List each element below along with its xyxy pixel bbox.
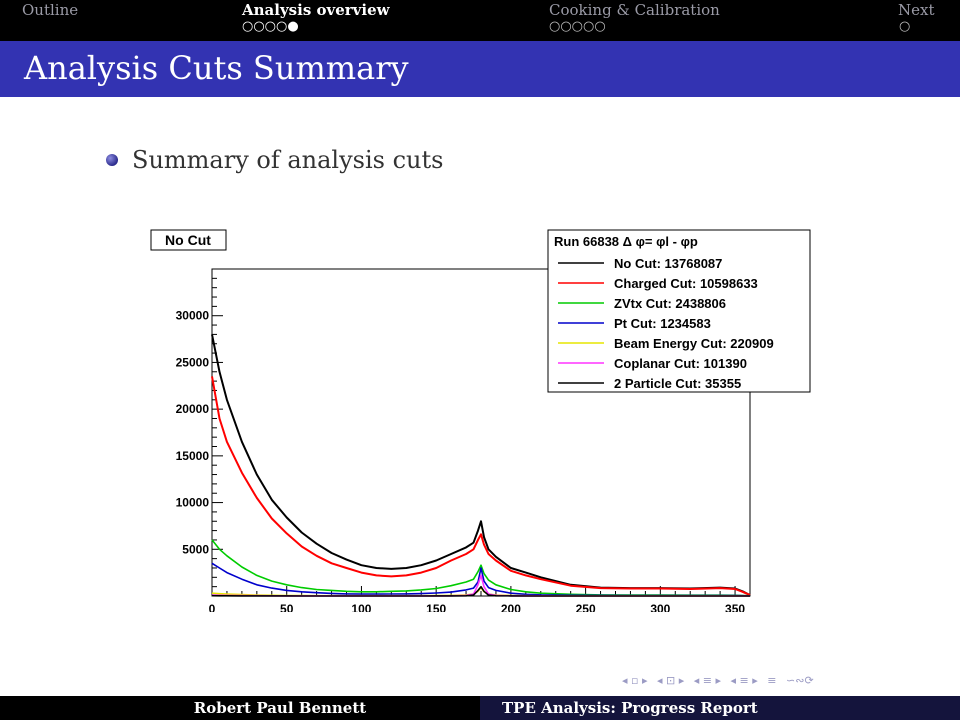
nav-slide-dots-analysis[interactable]: ○○○○● <box>242 19 299 34</box>
x-tick-label: 250 <box>576 602 596 612</box>
x-tick-label: 100 <box>351 602 371 612</box>
nav-slide-dots-next[interactable]: ○ <box>899 19 911 34</box>
x-tick-label: 50 <box>280 602 294 612</box>
nav-section-icon[interactable]: ◂ ≡ ▸ <box>693 674 722 687</box>
plot-title: No Cut <box>165 232 211 248</box>
x-tick-label: 200 <box>501 602 521 612</box>
legend-entry: Pt Cut: 1234583 <box>614 316 711 331</box>
x-tick-label: 0 <box>209 602 216 612</box>
y-tick-label: 25000 <box>176 355 210 369</box>
x-tick-label: 300 <box>650 602 670 612</box>
nav-subsection-icon[interactable]: ◂ ⊡ ▸ <box>657 674 685 687</box>
y-tick-label: 30000 <box>176 309 210 323</box>
legend-frame <box>547 229 811 393</box>
frame-title-bar: Analysis Cuts Summary <box>0 41 960 97</box>
y-tick-label: 20000 <box>176 402 210 416</box>
y-tick-label: 10000 <box>176 496 210 510</box>
nav-section-cooking-calibration[interactable]: Cooking & Calibration <box>549 1 720 19</box>
nav-slide-dots-cooking[interactable]: ○○○○○ <box>549 19 606 34</box>
beamer-navigation-symbols[interactable]: ◂ ▫ ▸ ◂ ⊡ ▸ ◂ ≡ ▸ ◂ ≡ ▸ ≡ ∽∾⟳ <box>622 674 820 687</box>
plot-title-box-frame <box>150 229 227 251</box>
series-line-1 <box>211 376 751 597</box>
nav-appendix-icon[interactable]: ≡ <box>767 674 777 687</box>
nav-section-analysis-overview[interactable]: Analysis overview <box>242 1 390 19</box>
nav-section-next[interactable]: Next <box>898 1 935 19</box>
legend-entry: Beam Energy Cut: 220909 <box>614 336 774 351</box>
nav-document-icon[interactable]: ◂ ≡ ▸ <box>730 674 758 687</box>
legend: Run 66838 Δ φ= φl - φp No Cut: 13768087 Ch… <box>547 229 811 393</box>
plot-title-box: No Cut <box>150 229 227 251</box>
bullet-icon <box>106 154 118 166</box>
nav-section-outline[interactable]: Outline <box>22 1 79 19</box>
footer-author: Robert Paul Bennett <box>193 699 367 717</box>
footer-title: TPE Analysis: Progress Report <box>480 696 960 720</box>
frame-title: Analysis Cuts Summary <box>24 49 409 87</box>
nav-frame-icon[interactable]: ◂ ▫ ▸ <box>622 674 648 687</box>
bullet-text: Summary of analysis cuts <box>132 146 444 174</box>
legend-entry: 2 Particle Cut: 35355 <box>614 376 741 391</box>
x-tick-label: 150 <box>426 602 446 612</box>
series-line-6 <box>211 585 750 597</box>
section-navigation-bar: Outline Analysis overview ○○○○● Cooking … <box>0 0 960 41</box>
legend-entry: No Cut: 13768087 <box>614 256 722 271</box>
legend-entry: ZVtx Cut: 2438806 <box>614 296 726 311</box>
x-tick-label: 350 <box>725 602 745 612</box>
nav-search-icon[interactable]: ∽∾⟳ <box>786 674 814 687</box>
y-tick-label: 15000 <box>176 449 210 463</box>
cut-summary-plot: No Cut 5000 10000 15000 20000 25000 30000 0 50 10… <box>150 229 811 612</box>
legend-header: Run 66838 Δ φ= φl - φp <box>554 234 698 249</box>
footer-bar: Robert Paul Bennett TPE Analysis: Progre… <box>0 696 960 720</box>
y-tick-label: 5000 <box>182 542 209 556</box>
legend-entry: Charged Cut: 10598633 <box>614 276 758 291</box>
legend-entry: Coplanar Cut: 101390 <box>614 356 747 371</box>
